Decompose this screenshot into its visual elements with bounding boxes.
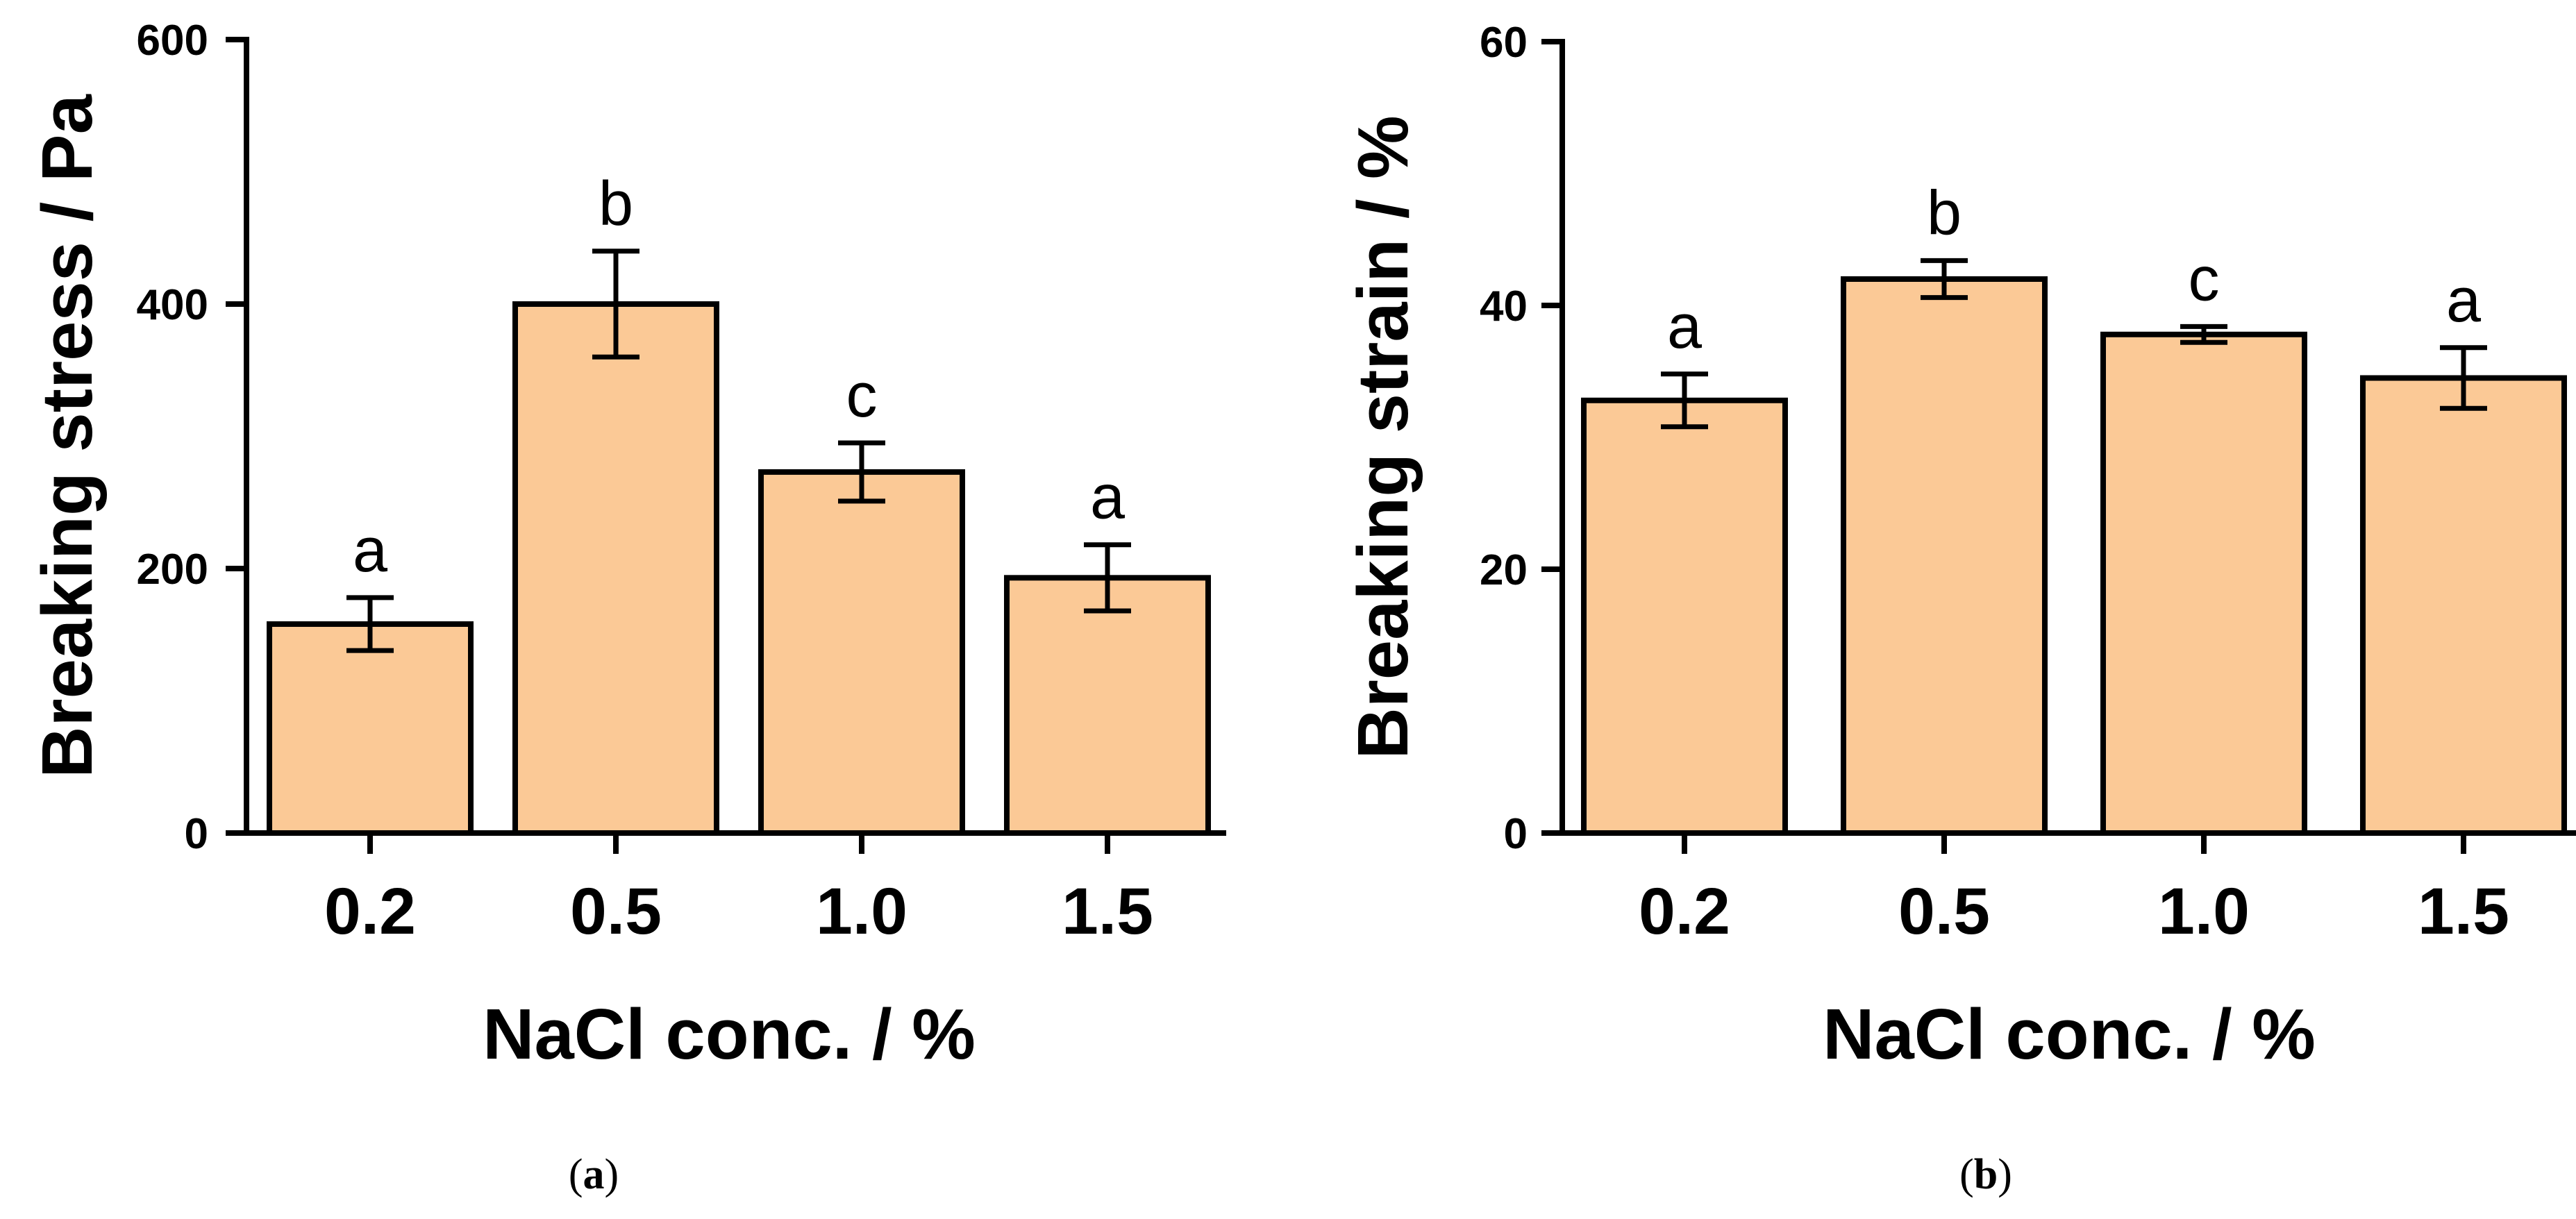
x-tick-label: 1.0 (816, 875, 908, 948)
y-tick-label: 400 (137, 281, 208, 329)
error-bar-0.5 (592, 249, 639, 360)
y-tick-label: 200 (137, 546, 208, 594)
panel-label-letter: a (583, 1151, 605, 1198)
panel-label: (b) (1959, 1151, 2012, 1198)
x-tick-label: 1.5 (1062, 875, 1153, 948)
bar-0.2 (1581, 397, 1788, 836)
bar-1.0 (758, 469, 965, 836)
bar-0.5 (512, 301, 719, 836)
error-bar-1.0 (838, 440, 885, 504)
significance-label-1.0: c (846, 361, 878, 430)
x-tick-label: 1.5 (2418, 875, 2509, 948)
bar-1.5 (1004, 575, 1211, 837)
significance-label-1.5: a (1090, 463, 1126, 532)
panel-label: (a) (569, 1151, 619, 1198)
y-tick-label: 60 (1480, 19, 1528, 67)
error-bar-1.5 (1084, 542, 1131, 614)
x-tick-label: 0.5 (1898, 875, 1990, 948)
bar-1.0 (2100, 331, 2307, 836)
panel-b-chart: a b c a 0 20 40 60 0.2 0.5 1.0 1.5 Breaking strain /… (1343, 19, 2576, 1198)
bar-1.5 (2360, 375, 2567, 836)
y-tick-label: 0 (185, 810, 208, 858)
significance-label-0.5: b (1927, 178, 1962, 248)
significance-label-0.2: a (1667, 292, 1703, 362)
x-axis-title: NaCl conc. / % (483, 994, 976, 1074)
y-tick-label: 0 (1504, 810, 1528, 858)
x-tick-label: 0.5 (570, 875, 662, 948)
bar-0.5 (1841, 276, 2048, 836)
y-tick-label: 40 (1480, 283, 1528, 330)
x-tick-label: 0.2 (324, 875, 416, 948)
error-bar-0.2 (1661, 371, 1708, 430)
y-axis-title: Breaking strain / % (1343, 115, 1423, 759)
x-tick-label: 0.2 (1639, 875, 1730, 948)
panel-label-letter: b (1974, 1151, 1998, 1198)
significance-label-1.5: a (2446, 266, 2482, 335)
y-axis-title: Breaking stress / Pa (27, 94, 107, 777)
error-bar-0.2 (346, 595, 394, 653)
y-tick-label: 20 (1480, 546, 1528, 594)
significance-label-0.5: b (599, 169, 633, 239)
error-bar-1.5 (2440, 345, 2487, 411)
bar-0.2 (267, 621, 474, 836)
panel-a-chart: a b c a 0 200 400 600 0.2 0.5 1.0 1.5 Breaking stres… (27, 17, 1226, 1198)
significance-label-0.2: a (353, 516, 388, 585)
significance-label-1.0: c (2189, 244, 2220, 314)
x-axis-title: NaCl conc. / % (1823, 994, 2316, 1074)
x-tick-label: 1.0 (2158, 875, 2250, 948)
error-bar-0.5 (1921, 258, 1968, 301)
y-tick-label: 600 (137, 17, 208, 65)
error-bar-1.0 (2180, 323, 2227, 345)
